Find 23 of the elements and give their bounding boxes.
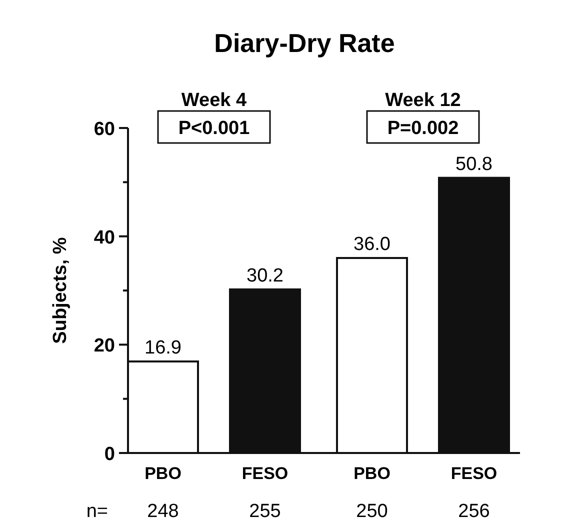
text: Week 4 (181, 90, 247, 111)
data-label: 30.2 (246, 265, 284, 286)
annotation: P=0.002 (387, 118, 459, 139)
x-tick-label: PBO (144, 464, 182, 483)
x-tick-label: FESO (242, 464, 288, 483)
text: 250 (356, 501, 388, 522)
text: Week 12 (385, 90, 461, 111)
text: 256 (458, 501, 490, 522)
chart-title: Diary-Dry Rate (214, 28, 395, 58)
data-label: 36.0 (354, 234, 390, 255)
y-tick-label: 0 (104, 444, 115, 465)
data-label: 50.8 (456, 154, 492, 175)
data-label: 16.9 (144, 337, 182, 358)
x-tick-label: FESO (450, 464, 498, 483)
annotation: P<0.001 (178, 118, 250, 139)
y-tick-label: 60 (94, 119, 115, 140)
x-tick-label: PBO (354, 464, 390, 483)
text: n= (86, 501, 108, 522)
y-axis-title: Subjects, % (50, 237, 71, 344)
y-tick-label: 20 (94, 336, 115, 357)
text: 248 (147, 501, 179, 522)
y-tick-label: 40 (94, 227, 115, 248)
text: 255 (249, 501, 281, 522)
